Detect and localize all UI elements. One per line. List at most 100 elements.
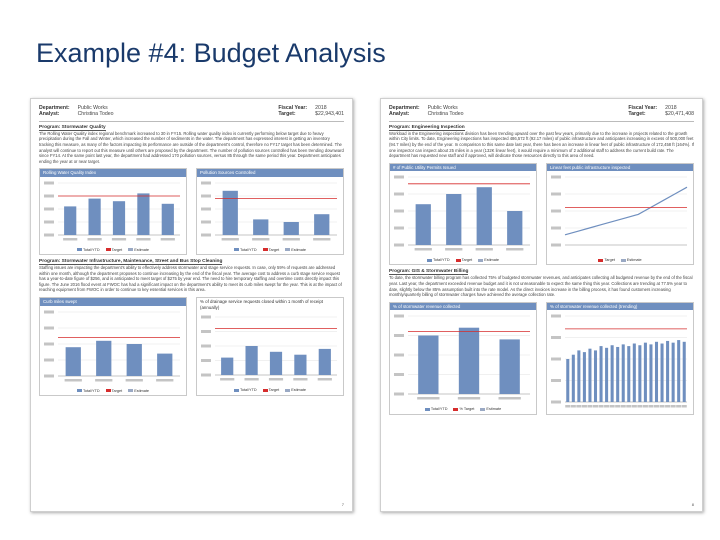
bar (593, 350, 598, 403)
bar (112, 201, 126, 235)
chart-legend: Total/YTD Target Estimate (40, 247, 186, 254)
section-title: Program: Stormwater Quality (39, 124, 106, 131)
chart-plot (44, 310, 180, 382)
chart-title: Rolling Water Quality Index (40, 169, 186, 177)
bar (627, 346, 631, 403)
bar (621, 344, 625, 403)
section-title: Program: Engineering Inspection (389, 124, 465, 131)
chart-title: # of Public Utility Permits Issued (390, 163, 536, 172)
target-label: Target: (628, 111, 646, 118)
bar (314, 214, 330, 235)
section-text: To date, the stormwater billing program … (389, 275, 693, 298)
chart-utility-permits: # of Public Utility Permits Issued Total… (389, 162, 537, 266)
bar (418, 335, 439, 395)
bar (65, 346, 81, 376)
section-text: Staffing issues are impacting the depart… (39, 264, 342, 293)
chart-plot (551, 175, 688, 247)
bar (245, 346, 258, 376)
chart-revenue-collected: % of stormwater revenue collected Total/… (389, 301, 537, 416)
chart-legend: Total/YTD Target Estimate (390, 257, 536, 264)
dept-label: Department: (39, 105, 70, 111)
chart-legend: Target Estimate (547, 257, 693, 264)
target-value: $22,943,401 (315, 111, 344, 118)
chart-title: Curb miles swept (40, 297, 186, 306)
fy-label: Fiscal Year: (278, 105, 308, 111)
page-header: Department: Public Works Analyst: Christin… (389, 105, 694, 122)
top-band (0, 0, 720, 28)
bar (643, 343, 647, 403)
section-title: Program: GIS & Stormwater Billing (389, 269, 469, 276)
bar (682, 342, 686, 403)
bar (88, 198, 101, 235)
bar (161, 203, 174, 235)
bar (616, 347, 620, 403)
bar (632, 343, 636, 403)
chart-revenue-trending: % of stormwater revenue collected (trend… (546, 301, 694, 416)
bar (671, 343, 675, 403)
dept-value: Public Works (77, 105, 108, 111)
bar (571, 355, 575, 403)
report-page-2: Department: Public Works Analyst: Christin… (380, 98, 703, 512)
fy-label: Fiscal Year: (628, 105, 658, 111)
analyst-value: Christina Todeo (77, 111, 114, 118)
bar (137, 193, 150, 235)
chart-title: % of stormwater revenue collected (390, 302, 536, 311)
bar (222, 190, 238, 235)
chart-plot (201, 181, 337, 241)
bar (660, 343, 664, 403)
bar (294, 354, 307, 376)
target-value: $20,471,408 (665, 111, 694, 118)
chart-legend: Total/YTD Target Estimate (197, 247, 343, 254)
chart-linear-feet: Linear feet public infrastructure inspec… (546, 162, 694, 266)
bar (654, 342, 659, 403)
chart-plot (44, 181, 180, 241)
dept-label: Department: (389, 105, 420, 111)
bar (318, 349, 331, 376)
bar (588, 349, 592, 403)
fy-value: 2018 (315, 105, 327, 111)
bar (283, 221, 299, 235)
slide-title: Example #4: Budget Analysis (36, 38, 386, 68)
chart-legend: Total/YTD Target Estimate (40, 388, 186, 395)
bar (577, 350, 581, 403)
bar (253, 219, 269, 235)
fy-value: 2018 (665, 105, 677, 111)
bar (566, 359, 570, 403)
bar (476, 187, 492, 246)
chart-legend: Total/YTD Target Estimate (197, 387, 343, 394)
report-page-1: Department: Public Works Analyst: Christin… (30, 98, 353, 512)
dept-value: Public Works (427, 105, 458, 111)
chart-legend: Total/YTD% Target Estimate (390, 406, 536, 413)
target-label: Target: (278, 111, 296, 118)
chart-drainage-requests: % of drainage service requests closed wi… (196, 296, 344, 396)
bar (677, 340, 681, 403)
section-title: Program: Stormwater Infrastructure, Main… (39, 258, 223, 265)
analyst-value: Christina Todeo (427, 111, 464, 118)
series-line (564, 187, 688, 236)
chart-title: Pollution Sources Controlled (197, 169, 343, 177)
bar (415, 204, 431, 246)
analyst-label: Analyst: (389, 111, 410, 118)
page-number: 8 (691, 502, 694, 507)
chart-plot (551, 314, 687, 408)
bar (666, 341, 670, 403)
bar (157, 353, 173, 376)
bar (499, 339, 520, 395)
bar (638, 345, 642, 403)
section-text: The Rolling Water Quality index regional… (39, 130, 344, 164)
chart-title: Linear feet public infrastructure inspec… (547, 163, 693, 172)
bar (96, 340, 112, 376)
bar (610, 345, 614, 403)
bar (221, 357, 234, 376)
bar (446, 194, 462, 246)
page-header: Department: Public Works Analyst: Christin… (39, 105, 344, 122)
bar (605, 348, 609, 403)
page-number: 7 (341, 502, 344, 507)
bar (269, 351, 283, 376)
chart-plot (394, 175, 530, 251)
chart-rolling-water: Rolling Water Quality Index Total/YTD Tar… (39, 168, 187, 255)
bar (126, 343, 142, 376)
bar (582, 352, 586, 403)
bar (649, 344, 653, 403)
chart-pollution-sources: Pollution Sources Controlled Total/YTD Ta… (196, 168, 344, 255)
